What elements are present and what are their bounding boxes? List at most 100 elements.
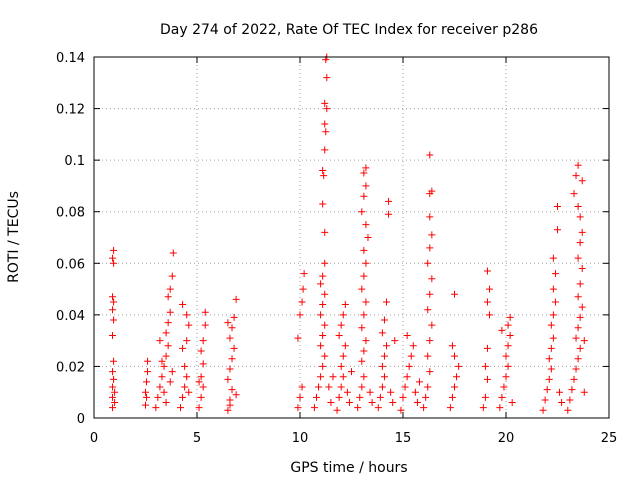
data-point	[158, 357, 166, 365]
data-point	[110, 259, 118, 267]
data-point	[339, 311, 347, 319]
data-point	[319, 272, 327, 280]
data-point	[142, 388, 149, 396]
data-point	[422, 393, 430, 401]
data-point	[321, 290, 329, 298]
data-point	[335, 393, 343, 401]
data-point	[360, 169, 368, 177]
data-point	[228, 355, 236, 363]
data-point	[545, 375, 553, 383]
data-point	[201, 321, 209, 329]
data-point	[424, 383, 432, 391]
data-point	[109, 383, 117, 391]
data-point	[506, 313, 514, 321]
data-point	[504, 321, 512, 329]
data-point	[453, 373, 461, 381]
data-point	[337, 383, 345, 391]
data-point	[368, 399, 376, 407]
data-point	[420, 404, 428, 412]
data-point	[362, 182, 370, 190]
data-point	[224, 319, 232, 327]
data-point	[179, 301, 187, 309]
data-point	[566, 396, 574, 404]
x-tick-label: 5	[193, 431, 201, 446]
data-point	[564, 406, 572, 414]
data-point	[483, 344, 491, 352]
data-point	[329, 373, 337, 381]
data-point	[195, 404, 203, 412]
plot-frame	[93, 56, 610, 419]
data-point	[551, 270, 559, 278]
data-point	[576, 239, 584, 247]
data-point	[321, 321, 329, 329]
data-point	[109, 404, 117, 412]
data-point	[109, 293, 117, 301]
data-point	[481, 362, 489, 370]
data-point	[319, 166, 327, 174]
data-point	[451, 352, 458, 360]
y-tick-label: 0.08	[56, 206, 85, 221]
data-point	[322, 128, 330, 136]
data-point	[378, 383, 386, 391]
data-point	[360, 373, 368, 381]
data-point	[197, 347, 205, 355]
data-point	[574, 324, 582, 332]
data-point	[294, 404, 302, 412]
data-point	[374, 404, 382, 412]
data-point	[199, 360, 207, 368]
data-point	[156, 337, 164, 345]
data-point	[574, 161, 582, 169]
data-point	[360, 272, 368, 280]
data-point	[109, 306, 117, 314]
data-point	[166, 378, 174, 386]
x-tick-label: 25	[601, 431, 618, 446]
data-point	[144, 368, 152, 376]
data-point	[143, 378, 151, 386]
data-point	[162, 329, 170, 337]
data-point	[498, 326, 506, 334]
data-point	[164, 319, 172, 327]
data-point	[448, 342, 456, 350]
data-point	[341, 301, 349, 309]
data-point	[354, 404, 362, 412]
data-point	[448, 393, 456, 401]
data-point	[168, 368, 176, 376]
data-point	[549, 285, 557, 293]
data-point	[580, 337, 588, 345]
x-tick-label: 0	[90, 431, 98, 446]
data-point	[403, 373, 411, 381]
data-point	[321, 352, 329, 360]
data-point	[362, 164, 370, 172]
data-point	[183, 373, 191, 381]
data-point	[428, 321, 436, 329]
data-point	[228, 324, 236, 332]
data-point	[360, 246, 368, 254]
data-point	[320, 172, 328, 180]
data-point	[578, 303, 586, 311]
data-point	[387, 388, 395, 396]
data-point	[570, 375, 578, 383]
data-point	[574, 293, 582, 301]
data-point	[426, 337, 434, 345]
y-axis-label: ROTI / TECUs	[6, 191, 22, 283]
data-point	[232, 391, 240, 399]
data-point	[298, 298, 306, 306]
data-point	[397, 406, 405, 414]
data-point	[317, 373, 325, 381]
data-point	[549, 254, 557, 262]
data-point	[358, 208, 366, 216]
data-point	[504, 362, 512, 370]
data-point	[228, 386, 236, 394]
data-point	[162, 352, 170, 360]
data-point	[364, 234, 372, 241]
chart-title: Day 274 of 2022, Rate Of TEC Index for r…	[160, 22, 538, 38]
data-point	[201, 308, 209, 316]
data-point	[325, 383, 333, 391]
data-point	[337, 362, 345, 370]
data-point	[166, 308, 174, 316]
data-point	[319, 362, 327, 370]
data-point	[554, 226, 561, 234]
data-point	[226, 334, 234, 342]
data-point	[144, 357, 152, 365]
data-point	[428, 187, 436, 195]
